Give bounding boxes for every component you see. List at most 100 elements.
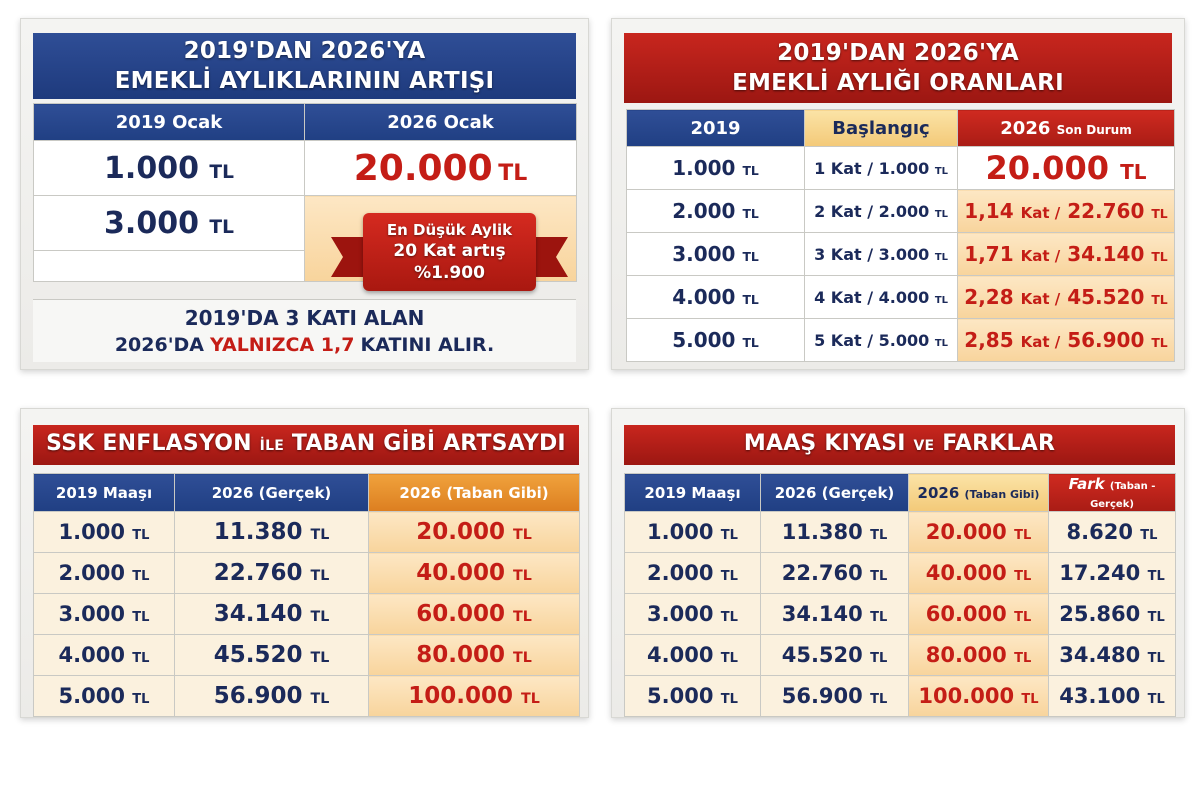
cell-2019: 2.000 TL xyxy=(626,189,805,233)
unit: TL xyxy=(310,568,330,584)
value: 56.900 xyxy=(781,684,863,708)
cell-real: 45.520 TL xyxy=(174,634,369,676)
table-row: 5.000 TL 56.900 TL 100.000 TL 43.100 TL xyxy=(624,675,1176,717)
unit: TL xyxy=(1120,160,1147,184)
cell-difference: 25.860 TL xyxy=(1048,593,1176,635)
cell-2026: 2,85 Kat / 56.900 TL xyxy=(957,318,1175,362)
value: 5.000 xyxy=(647,684,714,708)
unit: TL xyxy=(310,527,330,543)
cell-start: 2 Kat / 2.000 TL xyxy=(804,189,958,233)
cell-real: 56.900 TL xyxy=(174,675,369,717)
col-header-start: Başlangıç xyxy=(804,109,958,147)
table-row: 4.000 TL 45.520 TL 80.000 TL xyxy=(33,634,580,676)
col-header-2026: 2026 Ocak xyxy=(304,103,577,141)
col-header-2019: 2019 Ocak xyxy=(33,103,305,141)
value: 3 Kat / 3.000 xyxy=(814,244,930,264)
value: 17.240 xyxy=(1059,561,1141,585)
table-row: 2.000 TL 22.760 TL 40.000 TL xyxy=(33,552,580,594)
value: 8.620 xyxy=(1066,520,1133,544)
cell-2019: 3.000 TL xyxy=(33,593,175,635)
cell-2019: 4.000 TL xyxy=(624,634,761,676)
cell-start: 3 Kat / 3.000 TL xyxy=(804,232,958,276)
cell-2019: 1.000 TL xyxy=(33,511,175,553)
cell-2019: 1.000 TL xyxy=(626,146,805,190)
unit: TL xyxy=(498,160,528,186)
ratio: 2,28 xyxy=(964,285,1014,309)
ssk-inflation-table: 2019 Maaşı 2026 (Gerçek) 2026 (Taban Gib… xyxy=(33,473,580,717)
value: 1.000 xyxy=(647,520,714,544)
unit: TL xyxy=(720,651,738,666)
title-part-c: FARKLAR xyxy=(942,431,1056,456)
value: 5 Kat / 5.000 xyxy=(814,330,930,350)
cell-real: 22.760 TL xyxy=(760,552,909,594)
value: 60.000 xyxy=(416,601,505,627)
cell-floor: 80.000 TL xyxy=(908,634,1049,676)
unit: TL xyxy=(742,249,759,264)
title-part-b: İLE xyxy=(259,438,284,454)
value: 3.000 xyxy=(104,205,199,241)
value: 4.000 xyxy=(672,285,736,309)
header-year: 2026 xyxy=(1000,117,1051,139)
header-sub: (Taban - Gerçek) xyxy=(1090,480,1156,510)
value: 34.480 xyxy=(1059,643,1141,667)
unit: TL xyxy=(742,335,759,350)
cell-2019: 3.000 TL xyxy=(624,593,761,635)
unit: TL xyxy=(934,337,948,349)
card-title: MAAŞ KIYASI VE FARKLAR xyxy=(624,425,1175,465)
ribbon-body xyxy=(363,213,536,291)
table-row: 1.000 TL 11.380 TL 20.000 TL xyxy=(33,511,580,553)
footer-part-c: KATINI ALIR. xyxy=(360,334,495,356)
kat-label: Kat / xyxy=(1020,204,1061,222)
value: 1.000 xyxy=(104,150,199,186)
value: 3.000 xyxy=(672,242,736,266)
value: 22.760 xyxy=(781,561,863,585)
cell-floor: 60.000 TL xyxy=(908,593,1049,635)
empty-cell xyxy=(33,250,305,282)
value: 80.000 xyxy=(925,643,1007,667)
col-header-2019-salary: 2019 Maaşı xyxy=(33,473,175,512)
header-year: 2026 xyxy=(917,483,960,502)
unit: TL xyxy=(1147,569,1165,584)
unit: TL xyxy=(934,208,948,220)
value: 22.760 xyxy=(213,560,303,586)
value: 1 Kat / 1.000 xyxy=(814,158,930,178)
value: 20.000 xyxy=(925,520,1007,544)
kat-label: Kat / xyxy=(1020,333,1061,351)
value: 20.000 xyxy=(353,147,493,189)
unit: TL xyxy=(1151,335,1168,350)
unit: TL xyxy=(1014,528,1032,543)
title-line-1: 2019'DAN 2026'YA xyxy=(183,38,426,64)
unit: TL xyxy=(1014,651,1032,666)
unit: TL xyxy=(742,292,759,307)
unit: TL xyxy=(742,206,759,221)
col-header-2019: 2019 xyxy=(626,109,805,147)
value: 11.380 xyxy=(213,519,303,545)
kat-label: Kat / xyxy=(1020,290,1061,308)
unit: TL xyxy=(1147,692,1165,707)
value: 45.520 xyxy=(781,643,863,667)
col-header-2026-real: 2026 (Gerçek) xyxy=(174,473,369,512)
unit: TL xyxy=(132,528,150,543)
header-sub: (Taban Gibi) xyxy=(964,487,1040,501)
cell-start: 1 Kat / 1.000 TL xyxy=(804,146,958,190)
cell-2019: 3.000 TL xyxy=(626,232,805,276)
footer-part-b: YALNIZCA 1,7 xyxy=(210,334,355,356)
title-part-c: TABAN GİBİ ARTSAYDI xyxy=(291,431,566,456)
header-sub: Son Durum xyxy=(1056,122,1132,137)
col-header-2026-floor: 2026 (Taban Gibi) xyxy=(368,473,580,512)
title-part-b: VE xyxy=(913,438,935,454)
unit: TL xyxy=(1147,610,1165,625)
value: 4.000 xyxy=(58,643,125,667)
pension-increase-card: 2019'DAN 2026'YA EMEKLİ AYLIKLARININ ART… xyxy=(20,18,589,370)
value: 4 Kat / 4.000 xyxy=(814,287,930,307)
table-row: 5.000 TL 56.900 TL 100.000 TL xyxy=(33,675,580,717)
unit: TL xyxy=(209,216,234,238)
value: 3.000 xyxy=(647,602,714,626)
value: 2.000 xyxy=(58,561,125,585)
summary-footer: 2019'DA 3 KATI ALAN 2026'DA YALNIZCA 1,7… xyxy=(33,299,576,362)
cell-floor: 40.000 TL xyxy=(908,552,1049,594)
cell-2026: 1,71 Kat / 34.140 TL xyxy=(957,232,1175,276)
cell-difference: 8.620 TL xyxy=(1048,511,1176,553)
cell-2019: 1.000 TL xyxy=(624,511,761,553)
cell-2019: 5.000 TL xyxy=(626,318,805,362)
